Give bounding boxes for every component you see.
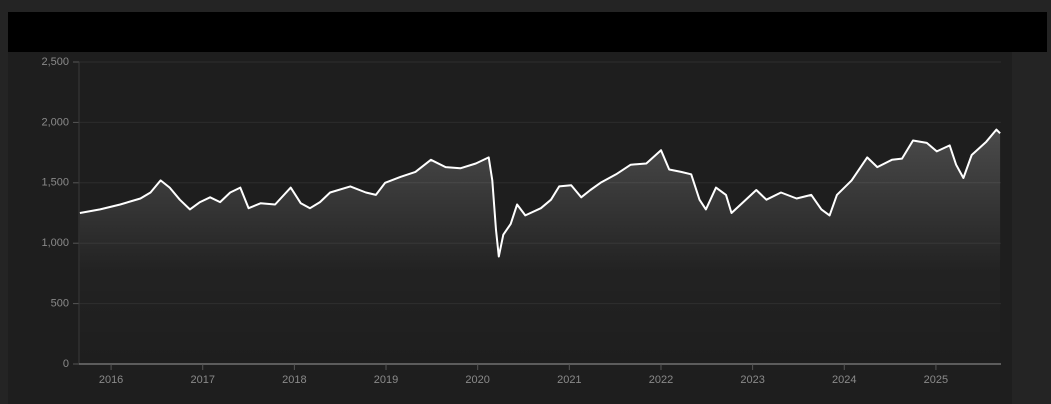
x-tick-label: 2017 — [190, 374, 214, 386]
redacted-header — [8, 12, 1047, 52]
x-tick-label: 2019 — [374, 374, 398, 386]
x-tick-label: 2018 — [282, 374, 306, 386]
x-tick-label: 2025 — [924, 374, 948, 386]
x-tick-label: 2020 — [465, 374, 489, 386]
x-tick-label: 2016 — [99, 374, 123, 386]
y-tick-label: 1,000 — [41, 237, 69, 249]
area-fill — [79, 129, 1001, 364]
y-tick-label: 500 — [51, 298, 69, 310]
x-tick-label: 2021 — [557, 374, 581, 386]
y-tick-label: 2,500 — [41, 56, 69, 68]
x-tick-label: 2023 — [740, 374, 764, 386]
x-tick-label: 2022 — [649, 374, 673, 386]
y-tick-label: 2,000 — [41, 116, 69, 128]
y-tick-label: 0 — [63, 358, 69, 370]
x-tick-label: 2024 — [832, 374, 856, 386]
price-line — [79, 128, 1001, 258]
y-tick-label: 1,500 — [41, 177, 69, 189]
